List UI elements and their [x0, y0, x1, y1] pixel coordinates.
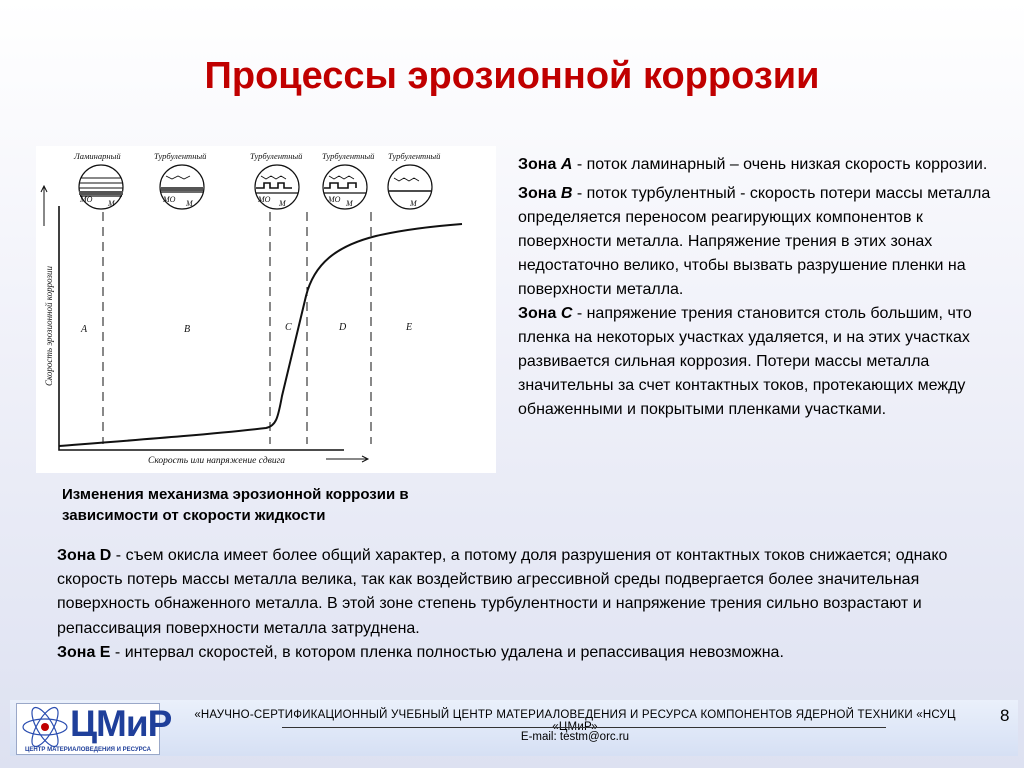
zone-a-paragraph: Зона A - поток ламинарный – очень низкая… — [518, 156, 988, 173]
zone-d-heading: Зона D — [57, 547, 112, 564]
film-label-1: МО — [79, 195, 93, 204]
contact-email[interactable]: E-mail: testm@orc.ru — [520, 731, 630, 743]
regime-label-1: Ламинарный — [73, 151, 121, 161]
zone-c-paragraph: Зона C - напряжение трения становится ст… — [518, 305, 972, 418]
regime-label-4: Турбулентный — [322, 151, 375, 161]
film-label-3: МО — [257, 195, 271, 204]
zone-a-label: A — [80, 324, 88, 335]
cmir-logo: ЦМиР ЦЕНТР МАТЕРИАЛОВЕДЕНИЯ И РЕСУРСА — [16, 703, 172, 755]
slide-title: Процессы эрозионной коррозии — [204, 55, 820, 97]
zone-d-label: D — [338, 322, 347, 333]
turbulent-flow-circle-2 — [254, 164, 300, 210]
turbulent-flow-circle-3 — [322, 164, 368, 210]
turbulent-flow-circle-1 — [159, 164, 205, 210]
axes — [58, 206, 344, 451]
zone-b-paragraph: Зона B - поток турбулентный - скорость п… — [518, 185, 991, 298]
regime-label-2: Турбулентный — [154, 151, 207, 161]
diagram-svg: Ламинарный Турбулентный Турбулентный Тур… — [40, 151, 463, 466]
zone-b-heading: Зона B — [518, 185, 573, 202]
x-axis-label: Скорость или напряжение сдвига — [148, 455, 285, 466]
footer-divider — [282, 727, 886, 728]
zone-c-label: C — [285, 322, 292, 333]
metal-label-4: М — [345, 199, 354, 208]
y-axis-arrow — [40, 184, 48, 226]
film-label-4: МО — [327, 195, 341, 204]
logo-subtitle: ЦЕНТР МАТЕРИАЛОВЕДЕНИЯ И РЕСУРСА — [25, 747, 151, 753]
x-axis-arrow — [326, 455, 370, 463]
logo-wordmark: ЦМиР — [70, 703, 172, 744]
zone-c-heading: Зона C — [518, 305, 573, 322]
zone-d-paragraph: Зона D - съем окисла имеет более общий х… — [57, 547, 948, 637]
metal-label-3: М — [278, 199, 287, 208]
atom-icon — [22, 706, 68, 748]
metal-label-2: М — [185, 199, 194, 208]
corrosion-rate-curve — [58, 223, 463, 447]
film-label-2: МО — [162, 195, 176, 204]
metal-label-1: М — [107, 199, 116, 208]
organization-name: «НАУЧНО-СЕРТИФИКАЦИОННЫЙ УЧЕБНЫЙ ЦЕНТР М… — [194, 709, 956, 733]
figure-caption: Изменения механизма эрозионной коррозии … — [62, 486, 409, 524]
laminar-flow-circle — [78, 164, 124, 210]
y-axis-label: Скорость эрозионной коррозии — [44, 265, 54, 386]
erosion-corrosion-diagram: Ламинарный Турбулентный Турбулентный Тур… — [36, 146, 496, 473]
zone-e-label: E — [405, 322, 412, 333]
page-number: 8 — [1000, 706, 1010, 725]
zone-e-paragraph: Зона Е - интервал скоростей, в котором п… — [57, 643, 784, 661]
metal-label-5: М — [409, 199, 418, 208]
zone-e-heading: Зона Е — [57, 643, 111, 661]
zone-boundaries — [102, 212, 372, 444]
regime-label-5: Турбулентный — [388, 151, 441, 161]
zone-a-heading: Зона A — [518, 156, 573, 173]
zone-b-label: B — [184, 324, 190, 335]
turbulent-flow-circle-4 — [387, 164, 433, 210]
zones-de-description: Зона D - съем окисла имеет более общий х… — [57, 544, 977, 665]
regime-label-3: Турбулентный — [250, 151, 303, 161]
footer — [10, 700, 1018, 756]
zones-abc-description: Зона A - поток ламинарный – очень низкая… — [518, 153, 1018, 422]
